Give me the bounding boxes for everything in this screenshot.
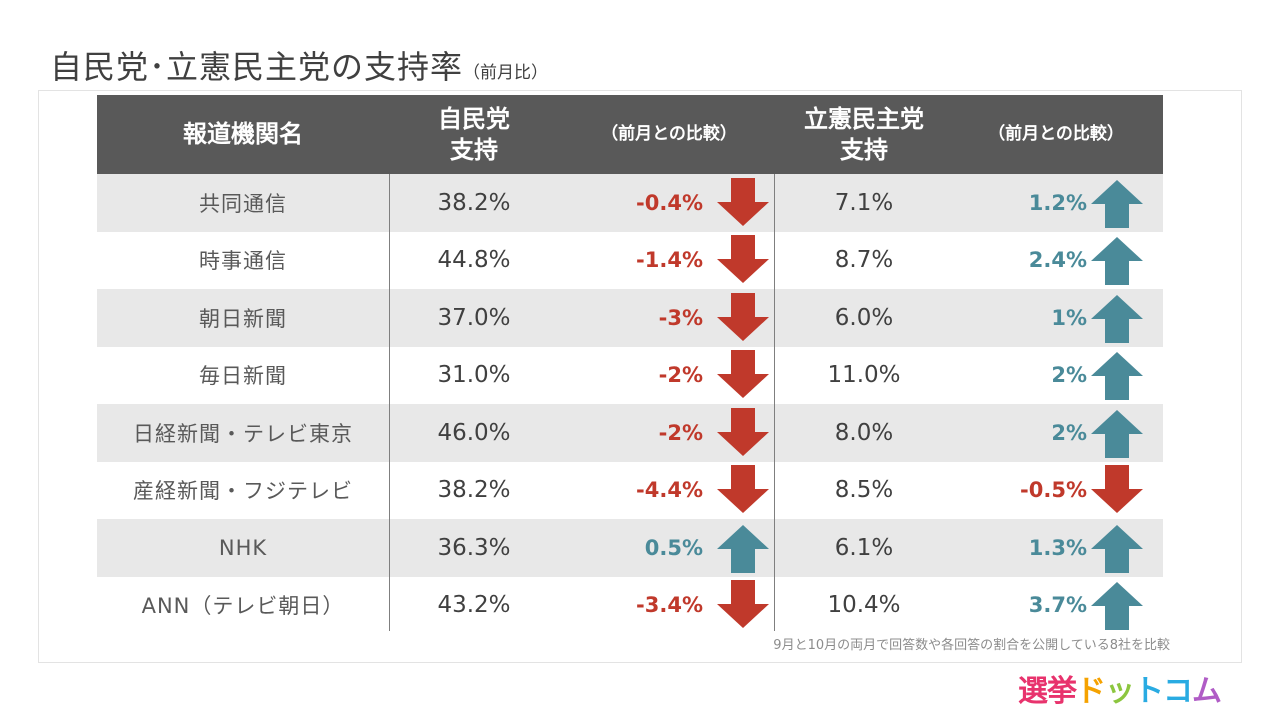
ldp-support-value: 36.3% <box>437 534 511 561</box>
cdp-change-value: -0.5% <box>1020 478 1087 503</box>
up-arrow-icon <box>717 519 773 577</box>
header-cdp-line1: 立憲民主党 <box>804 104 924 133</box>
ldp-support-value: 38.2% <box>437 477 511 504</box>
ldp-change-value: -2% <box>658 363 703 388</box>
page-title-main: 自民党･立憲民主党の支持率 <box>50 48 464 86</box>
cdp-change-value: 1.2% <box>1028 190 1087 215</box>
down-arrow-icon <box>717 404 773 462</box>
cdp-support-value: 7.1% <box>834 189 894 216</box>
page-title: 自民党･立憲民主党の支持率（前月比） <box>50 42 548 88</box>
footnote: 9月と10月の両月で回答数や各回答の割合を公開している8社を比較 <box>773 638 1170 653</box>
up-arrow-icon <box>1091 577 1147 635</box>
up-arrow-icon <box>1091 289 1147 347</box>
down-arrow-icon <box>717 289 773 347</box>
logo-char: ッ <box>1105 674 1135 709</box>
logo-char: 挙 <box>1047 674 1077 709</box>
cdp-support-value: 10.4% <box>827 592 901 619</box>
media-name: 時事通信 <box>199 249 287 274</box>
cdp-change-value: 2% <box>1051 363 1087 388</box>
column-divider-ldp <box>389 174 390 631</box>
header-ldp-line1: 自民党 <box>438 104 510 133</box>
up-arrow-icon <box>1091 404 1147 462</box>
cdp-support-value: 8.0% <box>834 419 894 446</box>
media-name: 産経新聞・フジテレビ <box>133 479 353 504</box>
table-row: 毎日新聞 31.0% -2% 11.0% 2% <box>97 347 1163 405</box>
up-arrow-icon <box>1091 232 1147 290</box>
table-row: 共同通信 38.2% -0.4% 7.1% 1.2% <box>97 174 1163 232</box>
cdp-support-value: 6.1% <box>834 534 894 561</box>
cdp-support-value: 6.0% <box>834 304 894 331</box>
cdp-support-value: 11.0% <box>827 362 901 389</box>
down-arrow-icon <box>717 462 773 520</box>
table-header: 報道機関名 自民党 支持 （前月との比較） 立憲民主党 支持 （前月との比較） <box>97 95 1163 174</box>
column-divider-cdp <box>774 174 775 631</box>
logo-char: 選 <box>1018 674 1048 709</box>
cdp-change-value: 3.7% <box>1028 593 1087 618</box>
ldp-support-value: 38.2% <box>437 189 511 216</box>
media-name: ANN（テレビ朝日） <box>141 594 345 619</box>
media-name: 共同通信 <box>199 191 287 216</box>
cdp-change-value: 2% <box>1051 420 1087 445</box>
logo-char: ド <box>1076 674 1106 709</box>
ldp-change-value: -0.4% <box>636 190 703 215</box>
down-arrow-icon <box>717 232 773 290</box>
table-row: ANN（テレビ朝日） 43.2% -3.4% 10.4% 3.7% <box>97 577 1163 635</box>
logo: 選挙ドットコム <box>1018 666 1222 710</box>
header-cdp-support: 立憲民主党 支持 <box>779 95 949 174</box>
ldp-change-value: -4.4% <box>636 478 703 503</box>
down-arrow-icon <box>717 577 773 635</box>
header-media-name: 報道機関名 <box>183 120 303 148</box>
ldp-support-value: 43.2% <box>437 592 511 619</box>
cdp-change-value: 2.4% <box>1028 248 1087 273</box>
up-arrow-icon <box>1091 519 1147 577</box>
support-rate-table: 報道機関名 自民党 支持 （前月との比較） 立憲民主党 支持 （前月との比較） … <box>97 95 1163 634</box>
table-row: 産経新聞・フジテレビ 38.2% -4.4% 8.5% -0.5% <box>97 462 1163 520</box>
table-row: 時事通信 44.8% -1.4% 8.7% 2.4% <box>97 232 1163 290</box>
header-ldp-change: （前月との比較） <box>601 124 737 144</box>
down-arrow-icon <box>1091 462 1147 520</box>
ldp-change-value: 0.5% <box>644 535 703 560</box>
up-arrow-icon <box>1091 347 1147 405</box>
logo-char: ト <box>1134 674 1164 709</box>
up-arrow-icon <box>1091 174 1147 232</box>
media-name: 朝日新聞 <box>199 306 287 331</box>
cdp-change-value: 1.3% <box>1028 535 1087 560</box>
table-row: 朝日新聞 37.0% -3% 6.0% 1% <box>97 289 1163 347</box>
header-ldp-support: 自民党 支持 <box>389 95 559 174</box>
ldp-support-value: 37.0% <box>437 304 511 331</box>
ldp-change-value: -3.4% <box>636 593 703 618</box>
ldp-change-value: -3% <box>658 305 703 330</box>
logo-char: コ <box>1163 674 1193 709</box>
table-row: NHK 36.3% 0.5% 6.1% 1.3% <box>97 519 1163 577</box>
ldp-change-value: -1.4% <box>636 248 703 273</box>
media-name: NHK <box>218 535 268 560</box>
media-name: 毎日新聞 <box>199 364 287 389</box>
header-cdp-line2: 支持 <box>840 135 888 164</box>
cdp-support-value: 8.5% <box>834 477 894 504</box>
table-row: 日経新聞・テレビ東京 46.0% -2% 8.0% 2% <box>97 404 1163 462</box>
header-cdp-change: （前月との比較） <box>988 124 1124 144</box>
cdp-change-value: 1% <box>1051 305 1087 330</box>
ldp-change-value: -2% <box>658 420 703 445</box>
down-arrow-icon <box>717 174 773 232</box>
media-name: 日経新聞・テレビ東京 <box>133 421 353 446</box>
table-frame <box>38 90 1242 663</box>
cdp-support-value: 8.7% <box>834 247 894 274</box>
logo-char: ム <box>1192 674 1222 709</box>
down-arrow-icon <box>717 347 773 405</box>
ldp-support-value: 46.0% <box>437 419 511 446</box>
header-ldp-line2: 支持 <box>450 135 498 164</box>
ldp-support-value: 31.0% <box>437 362 511 389</box>
page-title-sub: （前月比） <box>463 63 549 83</box>
ldp-support-value: 44.8% <box>437 247 511 274</box>
table-body: 共同通信 38.2% -0.4% 7.1% 1.2% 時事通信 44.8% -1.4% 8.7%… <box>97 174 1163 634</box>
